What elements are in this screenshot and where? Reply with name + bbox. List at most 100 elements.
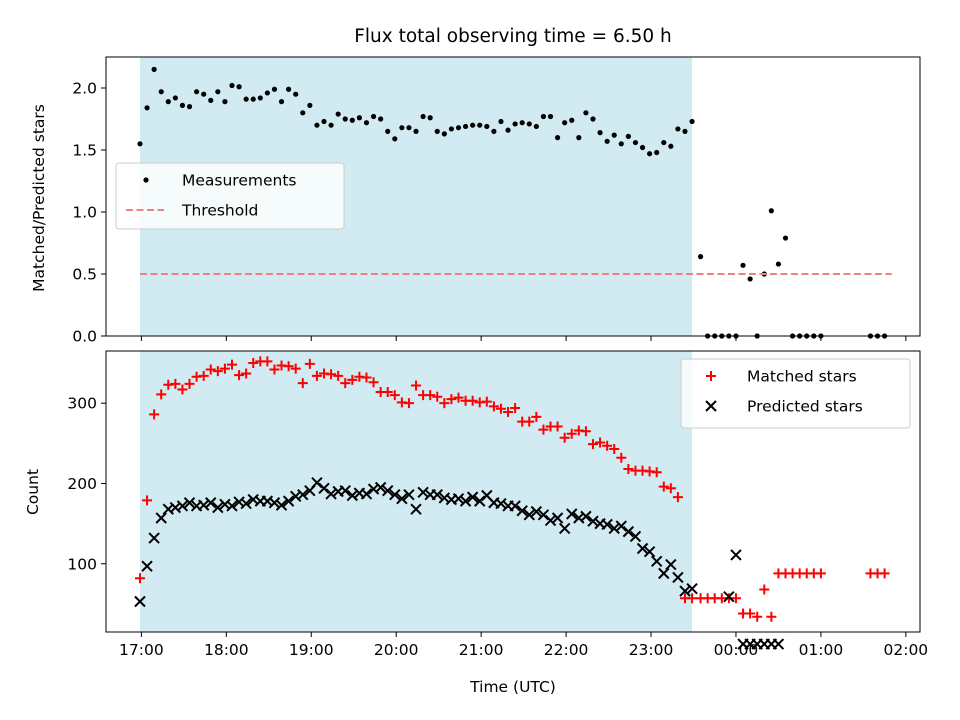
matched-point bbox=[347, 374, 358, 385]
measurement-point bbox=[144, 105, 150, 111]
measurement-point bbox=[363, 120, 370, 126]
matched-point bbox=[361, 372, 372, 383]
measurement-point bbox=[668, 143, 674, 149]
matched-point bbox=[879, 568, 890, 579]
predicted-point bbox=[672, 571, 684, 584]
predicted-point bbox=[622, 525, 635, 538]
predicted-point bbox=[665, 558, 677, 571]
matched-point bbox=[730, 593, 741, 604]
matched-point bbox=[262, 356, 273, 367]
matched-point bbox=[170, 378, 181, 389]
legend-label: Threshold bbox=[181, 202, 258, 220]
measurement-point bbox=[470, 122, 476, 128]
measurement-point bbox=[647, 151, 653, 157]
measurement-point bbox=[229, 82, 235, 89]
predicted-point bbox=[537, 509, 550, 521]
matched-point bbox=[745, 608, 756, 619]
matched-point bbox=[382, 386, 393, 397]
matched-point bbox=[248, 358, 259, 369]
measurement-point bbox=[477, 122, 483, 128]
predicted-point bbox=[282, 495, 295, 507]
matched-point bbox=[205, 364, 216, 375]
x-tick-label: 21:00 bbox=[459, 641, 504, 659]
measurement-point bbox=[448, 126, 455, 132]
plot-frame bbox=[105, 56, 921, 337]
matched-point bbox=[219, 363, 230, 374]
predicted-point bbox=[558, 522, 571, 535]
measurement-point bbox=[455, 125, 462, 131]
y-tick-label: 2.0 bbox=[72, 80, 97, 98]
matched-point bbox=[752, 611, 763, 622]
measurement-point bbox=[257, 95, 263, 101]
measurement-point bbox=[165, 99, 171, 105]
measurement-point bbox=[293, 91, 299, 97]
measurement-point bbox=[782, 235, 789, 241]
measurement-point bbox=[186, 104, 193, 110]
x-tick-label: 19:00 bbox=[289, 641, 334, 659]
legend: Matched stars Predicted stars bbox=[680, 358, 911, 429]
y-tick-label: 200 bbox=[67, 475, 97, 493]
measurement-point bbox=[611, 132, 617, 138]
measurement-point bbox=[597, 130, 603, 136]
measurement-point bbox=[385, 128, 391, 134]
predicted-point bbox=[318, 482, 330, 494]
xlabel: Time (UTC) bbox=[469, 678, 556, 696]
measurement-point bbox=[505, 127, 511, 133]
measurement-point bbox=[526, 121, 532, 127]
matched-point bbox=[609, 443, 620, 454]
measurement-point bbox=[740, 262, 746, 268]
measurement-point bbox=[264, 90, 270, 96]
matched-point bbox=[538, 424, 549, 435]
predicted-point bbox=[410, 503, 422, 515]
legend-label: Matched stars bbox=[747, 368, 857, 386]
predicted-point bbox=[374, 481, 387, 494]
measurement-point bbox=[682, 128, 688, 134]
matched-point bbox=[446, 394, 457, 405]
measurement-point bbox=[661, 139, 667, 146]
predicted-point bbox=[580, 510, 592, 523]
matched-point bbox=[403, 398, 414, 409]
measurement-point bbox=[775, 261, 782, 267]
predicted-point bbox=[686, 582, 698, 595]
matched-point bbox=[766, 611, 777, 622]
predicted-point bbox=[495, 497, 507, 510]
measurement-point bbox=[420, 113, 426, 120]
x-tick-label: 00:00 bbox=[714, 641, 759, 659]
legend-matched-swatch bbox=[706, 371, 716, 381]
matched-point bbox=[241, 368, 252, 379]
measurement-point bbox=[512, 121, 518, 127]
predicted-point bbox=[530, 505, 543, 518]
measurement-point bbox=[215, 89, 221, 95]
x-tick-label: 18:00 bbox=[204, 641, 249, 659]
matched-point bbox=[524, 416, 535, 427]
matched-point bbox=[665, 483, 676, 494]
measurement-point bbox=[406, 125, 412, 131]
matched-point bbox=[481, 396, 492, 407]
measurement-point bbox=[243, 96, 249, 102]
predicted-point bbox=[643, 546, 656, 558]
predicted-point bbox=[311, 476, 323, 489]
matched-point bbox=[503, 407, 514, 418]
measurement-point bbox=[441, 131, 447, 137]
matched-point bbox=[467, 395, 478, 406]
measurement-point bbox=[498, 118, 504, 125]
matched-point bbox=[495, 403, 506, 414]
legend-predicted-swatch bbox=[705, 400, 717, 412]
y-tick-label: 300 bbox=[67, 395, 97, 413]
measurement-point bbox=[399, 125, 405, 131]
predicted-point bbox=[587, 515, 599, 527]
top-panel: 0.0 0.5 1.0 1.5 2.0 Measurements Threshold bbox=[72, 56, 921, 346]
series-predicted-stars bbox=[134, 476, 785, 650]
predicted-point bbox=[509, 500, 521, 512]
matched-point bbox=[411, 380, 422, 391]
measurement-point bbox=[625, 133, 631, 139]
matched-point bbox=[226, 359, 237, 370]
measurement-point bbox=[547, 113, 554, 120]
measurement-point bbox=[349, 117, 355, 123]
matched-point bbox=[389, 390, 400, 401]
predicted-point bbox=[396, 493, 408, 505]
measurement-point bbox=[278, 99, 285, 105]
matched-point bbox=[587, 439, 598, 450]
measurement-point bbox=[286, 86, 292, 92]
